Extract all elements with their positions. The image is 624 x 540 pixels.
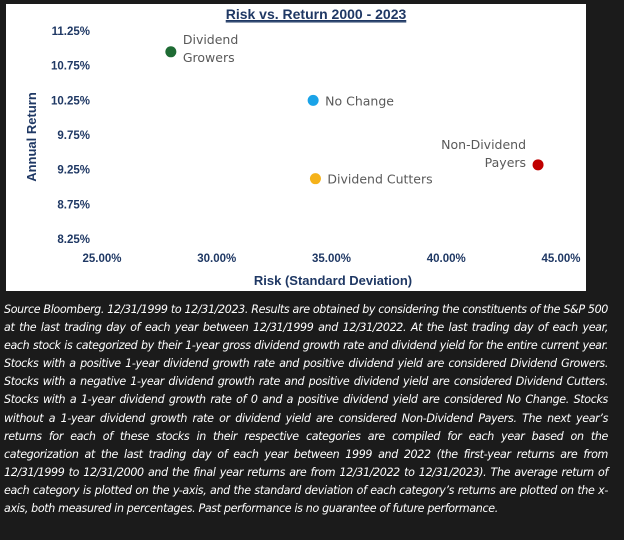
y-tick-label: 9.75% [57,130,90,142]
data-point-label: Payers [485,155,526,170]
y-tick-label: 8.75% [57,199,90,211]
x-axis-ticks: 25.00% 30.00% 35.00% 40.00% 45.00% [82,253,580,265]
data-point-label: Dividend [183,32,238,47]
y-tick-label: 11.25% [52,26,90,38]
y-tick-label: 10.25% [51,95,90,107]
source-footnote: Source Bloomberg. 12/31/1999 to 12/31/20… [4,303,608,516]
chart-panel: Risk vs. Return 2000 - 2023 11.25% 10.75%… [6,4,586,291]
chart-title: Risk vs. Return 2000 - 2023 [226,6,407,22]
data-points: Dividend Growers No Change Dividend Cutters… [165,32,544,187]
x-tick-label: 25.00% [82,253,121,265]
x-tick-label: 40.00% [427,253,466,265]
y-tick-label: 8.25% [57,234,90,246]
data-point-label: No Change [325,93,394,108]
y-axis-label: Annual Return [24,92,39,182]
y-tick-label: 9.25% [57,165,90,177]
data-point-marker [309,173,321,185]
data-point-label: Dividend Cutters [327,172,432,187]
x-tick-label: 45.00% [541,253,580,265]
data-point-marker [165,46,177,58]
y-tick-label: 10.75% [51,61,90,73]
x-axis-label: Risk (Standard Deviation) [254,273,412,288]
y-axis-ticks: 11.25% 10.75% 10.25% 9.75% 9.25% 8.75% 8.25% [51,26,90,246]
data-point-marker [307,94,319,106]
data-point-label: Non-Dividend [441,137,526,152]
risk-return-scatter-chart: Risk vs. Return 2000 - 2023 11.25% 10.75%… [24,6,581,288]
data-point-label: Growers [183,50,235,65]
x-tick-label: 30.00% [197,253,236,265]
data-point-marker [532,159,544,171]
x-tick-label: 35.00% [312,253,351,265]
